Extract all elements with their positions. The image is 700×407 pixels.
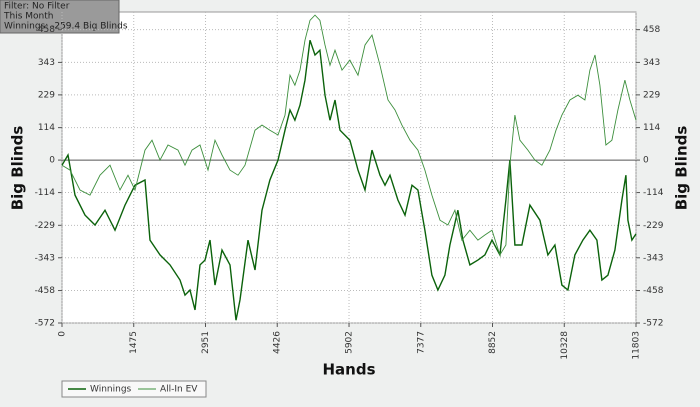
annotation: Filter: No Filter <box>4 2 70 12</box>
series-line <box>61 14 637 256</box>
y-tick-label-right: 458 <box>643 25 660 35</box>
y-tick-label: 0 <box>49 156 55 166</box>
y-tick-label: 343 <box>38 58 55 68</box>
y-tick-label: 114 <box>38 123 55 133</box>
y-tick-label-right: 229 <box>643 90 660 100</box>
x-tick-label: 0 <box>58 331 68 337</box>
legend-label: All-In EV <box>160 385 198 395</box>
x-tick-label: 4426 <box>273 331 283 354</box>
annotation: Winnings: -259.4 Big Blinds <box>4 22 128 32</box>
x-tick-label: 8852 <box>488 331 498 354</box>
y-tick-label-right: -114 <box>643 188 664 198</box>
x-tick-label: 7377 <box>416 331 426 354</box>
y-tick-label-right: 0 <box>643 156 649 166</box>
filter-box <box>0 0 120 34</box>
y-axis-title-right: Big Blinds <box>673 126 691 211</box>
legend-label: Winnings <box>90 385 132 395</box>
y-tick-label: 458 <box>38 25 55 35</box>
y-axis-title: Big Blinds <box>9 126 27 211</box>
y-tick-label: -229 <box>35 221 56 231</box>
y-tick-label: 229 <box>38 90 55 100</box>
y-tick-label: -114 <box>35 188 56 198</box>
x-tick-label: 10328 <box>560 331 570 360</box>
x-axis-title: Hands <box>322 361 375 379</box>
x-tick-label: 1475 <box>129 331 139 354</box>
y-tick-label: -572 <box>35 319 55 329</box>
legend <box>61 380 207 398</box>
x-tick-label: 11803 <box>632 331 642 360</box>
y-tick-label-right: 343 <box>643 58 660 68</box>
y-tick-label-right: -572 <box>643 319 663 329</box>
series-line <box>61 39 637 321</box>
y-tick-label: -458 <box>35 286 56 296</box>
annotation: This Month <box>3 12 53 22</box>
y-tick-label-right: 114 <box>643 123 660 133</box>
y-tick-label-right: -458 <box>643 286 664 296</box>
y-tick-label: -343 <box>35 253 55 263</box>
y-tick-label-right: -343 <box>643 253 663 263</box>
x-tick-label: 5902 <box>345 331 355 354</box>
y-tick-label-right: -229 <box>643 221 664 231</box>
x-tick-label: 2951 <box>201 331 211 354</box>
